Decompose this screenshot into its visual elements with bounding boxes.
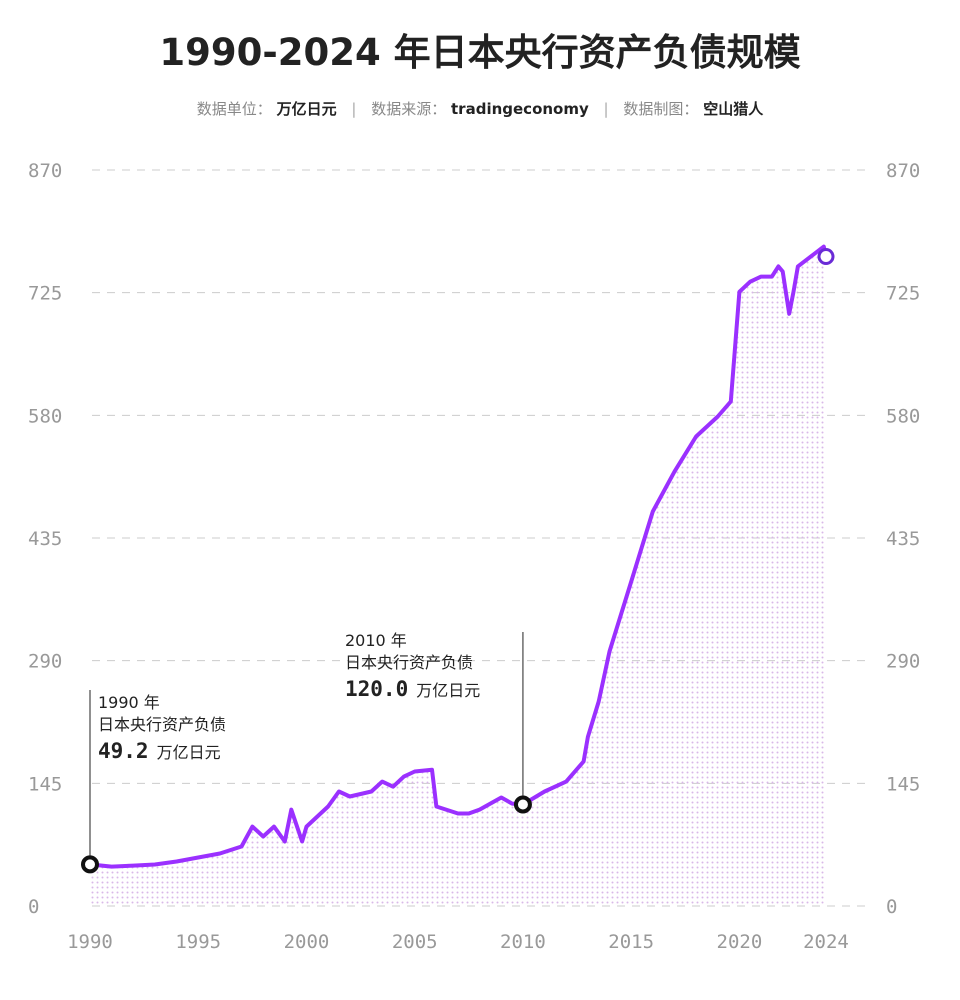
x-tick: 2000 — [284, 931, 330, 953]
y-tick-left: 145 — [28, 773, 62, 795]
y-tick-right: 145 — [886, 773, 920, 795]
source-label: 数据来源： — [371, 100, 447, 118]
separator: | — [603, 100, 609, 118]
annotation-1990-year: 1990 年 — [98, 693, 160, 712]
annotation-1990-value-line: 49.2 万亿日元 — [98, 739, 221, 763]
area-fill — [90, 246, 826, 907]
author-value: 空山猎人 — [703, 100, 764, 118]
annotation-1990-name: 日本央行资产负债 — [98, 715, 226, 734]
y-tick-left: 870 — [28, 160, 62, 182]
x-tick: 2024 — [803, 931, 849, 953]
separator: | — [351, 100, 357, 118]
annotation-1990-unit: 万亿日元 — [157, 743, 221, 762]
y-tick-right: 435 — [886, 528, 920, 550]
annotation-2010-value-line: 120.0 万亿日元 — [345, 677, 480, 701]
y-tick-left: 435 — [28, 528, 62, 550]
author-label: 数据制图： — [623, 100, 699, 118]
unit-label: 数据单位： — [196, 100, 272, 118]
marker-end — [817, 248, 835, 266]
x-tick: 2010 — [500, 931, 546, 953]
annotation-2010-name: 日本央行资产负债 — [345, 653, 473, 672]
x-tick: 2020 — [717, 931, 763, 953]
x-tick: 1990 — [67, 931, 113, 953]
source-value: tradingeconomy — [451, 100, 589, 118]
chart-title: 1990-2024 年日本央行资产负债规模 — [159, 31, 801, 74]
x-tick: 2015 — [608, 931, 654, 953]
y-tick-right: 0 — [886, 896, 897, 918]
y-tick-left: 0 — [28, 896, 39, 918]
y-tick-right: 580 — [886, 405, 920, 427]
annotation-1990-value: 49.2 — [98, 739, 149, 763]
annotation-2010-value: 120.0 — [345, 677, 408, 701]
unit-value: 万亿日元 — [276, 100, 337, 118]
x-tick: 2005 — [392, 931, 438, 953]
y-tick-left: 580 — [28, 405, 62, 427]
annotation-2010-unit: 万亿日元 — [416, 681, 480, 700]
annotation-2010-year: 2010 年 — [345, 631, 407, 650]
chart-subtitle: 数据单位： 万亿日元 | 数据来源： tradingeconomy | 数据制图… — [0, 98, 960, 119]
y-tick-left: 290 — [28, 651, 62, 673]
marker-1990 — [81, 855, 99, 874]
marker-2010 — [513, 795, 532, 814]
y-tick-right: 870 — [886, 160, 920, 182]
y-tick-right: 290 — [886, 651, 920, 673]
y-tick-left: 725 — [28, 283, 62, 305]
series-line — [89, 244, 828, 869]
y-tick-right: 725 — [886, 283, 920, 305]
x-tick: 1995 — [175, 931, 221, 953]
